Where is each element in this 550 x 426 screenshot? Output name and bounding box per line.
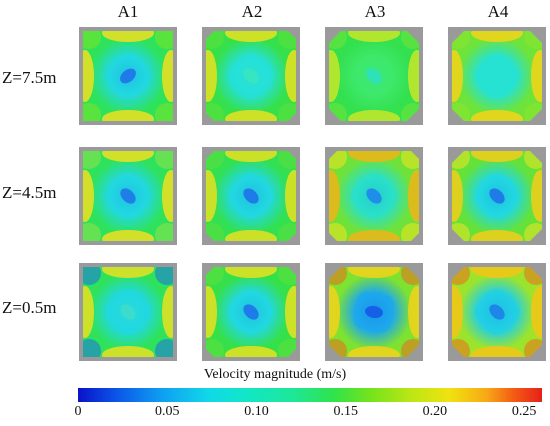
- contour-panel-z-7-5m-a2: [202, 27, 300, 125]
- colorbar-tick-label: 0: [74, 404, 82, 419]
- colorbar-tick-label: 0.05: [154, 404, 180, 419]
- contour-panel-z-7-5m-a4: [448, 27, 546, 125]
- colorbar-tick-label: 0.25: [511, 404, 537, 419]
- column-header-a2: A2: [241, 2, 263, 21]
- contour-panel-z-0-5m-a1: [79, 263, 177, 361]
- colorbar-tick-label: 0.15: [333, 404, 358, 419]
- column-header-a3: A3: [364, 2, 386, 21]
- contour-panel-z-4-5m-a1: [79, 147, 177, 245]
- row-label-z-4-5: Z=4.5m: [2, 183, 57, 202]
- contour-panel-z-0-5m-a2: [202, 263, 300, 361]
- contour-panel-z-0-5m-a4: [448, 263, 546, 361]
- column-header-a4: A4: [487, 2, 509, 21]
- contour-panel-z-4-5m-a3: [325, 147, 423, 245]
- colorbar-tick-label: 0.10: [244, 404, 269, 419]
- contour-panel-z-7-5m-a1: [79, 27, 177, 125]
- contour-panel-z-4-5m-a2: [202, 147, 300, 245]
- colorbar-tick-label: 0.20: [422, 404, 448, 419]
- contour-panel-z-0-5m-a3: [325, 263, 423, 361]
- row-label-z-7-5: Z=7.5m: [2, 68, 57, 87]
- contour-panel-z-4-5m-a4: [448, 147, 546, 245]
- colorbar-title: Velocity magnitude (m/s): [203, 367, 347, 382]
- colorbar: [78, 388, 542, 402]
- column-header-a1: A1: [117, 2, 139, 21]
- contour-panel-z-7-5m-a3: [325, 27, 423, 125]
- row-label-z-0-5: Z=0.5m: [2, 298, 57, 317]
